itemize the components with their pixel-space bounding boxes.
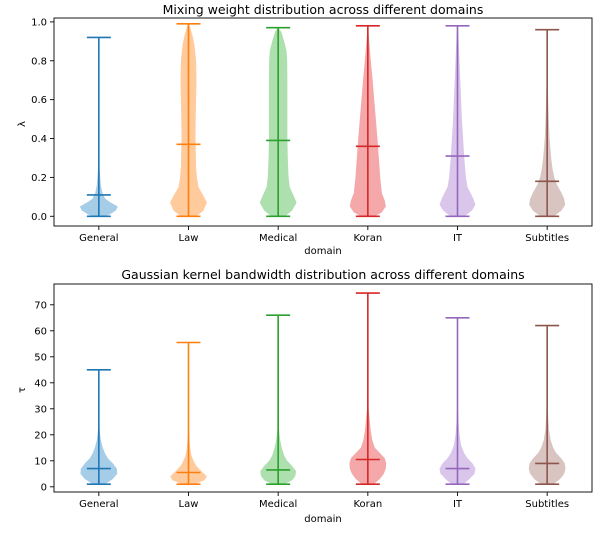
x-tick-label: Law bbox=[179, 499, 199, 510]
x-tick-label: Medical bbox=[259, 233, 297, 244]
x-tick-label: Subtitles bbox=[525, 499, 569, 510]
y-tick-label: 40 bbox=[34, 378, 47, 389]
y-tick-label: 0.8 bbox=[31, 56, 47, 67]
chart-title: Gaussian kernel bandwidth distribution a… bbox=[121, 267, 524, 282]
y-tick-label: 0.6 bbox=[31, 95, 47, 106]
x-tick-label: Subtitles bbox=[525, 233, 569, 244]
y-tick-label: 0.4 bbox=[31, 134, 47, 145]
x-tick-label: Medical bbox=[259, 499, 297, 510]
y-tick-label: 0 bbox=[41, 482, 47, 493]
y-tick-label: 70 bbox=[34, 300, 47, 311]
y-tick-label: 60 bbox=[34, 326, 47, 337]
y-axis-label: λ bbox=[17, 121, 28, 127]
plot-frame bbox=[53, 17, 593, 227]
x-axis-label: domain bbox=[304, 514, 341, 525]
x-tick-label: Koran bbox=[353, 499, 382, 510]
y-tick-label: 0.2 bbox=[31, 173, 47, 184]
y-tick-label: 1.0 bbox=[31, 17, 47, 28]
y-tick-label: 50 bbox=[34, 352, 47, 363]
x-tick-label: General bbox=[79, 499, 118, 510]
chart-title: Mixing weight distribution across differ… bbox=[163, 2, 484, 17]
x-tick-label: Koran bbox=[353, 233, 382, 244]
x-tick-label: IT bbox=[453, 499, 463, 510]
x-tick-label: General bbox=[79, 233, 118, 244]
bandwidth-violin-chart: Gaussian kernel bandwidth distribution a… bbox=[17, 267, 593, 525]
x-axis-label: domain bbox=[304, 246, 341, 257]
y-axis-label: τ bbox=[17, 387, 28, 393]
plot-frame bbox=[53, 283, 593, 493]
x-tick-label: IT bbox=[453, 233, 463, 244]
y-tick-label: 20 bbox=[34, 430, 47, 441]
y-tick-label: 30 bbox=[34, 404, 47, 415]
y-tick-label: 10 bbox=[34, 456, 47, 467]
mixing-weight-violin-chart: Mixing weight distribution across differ… bbox=[17, 2, 593, 257]
y-tick-label: 0.0 bbox=[31, 212, 47, 223]
x-tick-label: Law bbox=[179, 233, 199, 244]
